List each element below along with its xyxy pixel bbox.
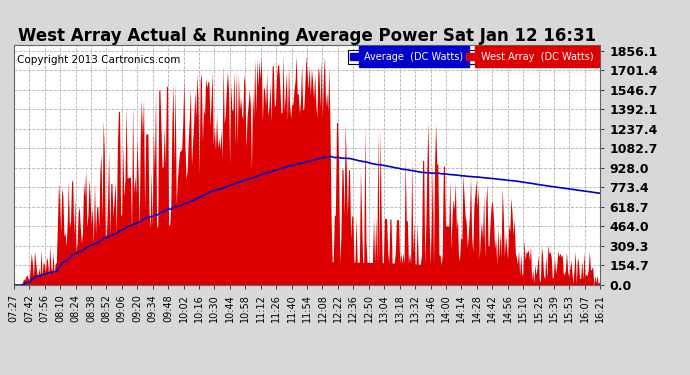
Legend: Average  (DC Watts), West Array  (DC Watts): Average (DC Watts), West Array (DC Watts… [348, 50, 595, 64]
Text: Copyright 2013 Cartronics.com: Copyright 2013 Cartronics.com [17, 55, 180, 64]
Title: West Array Actual & Running Average Power Sat Jan 12 16:31: West Array Actual & Running Average Powe… [18, 27, 596, 45]
